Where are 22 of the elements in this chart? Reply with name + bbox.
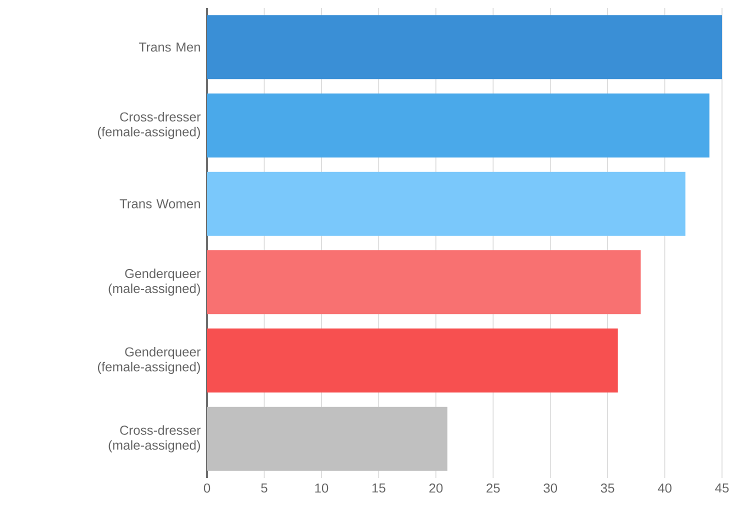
bar — [207, 406, 448, 471]
x-tick-label: 45 — [715, 484, 729, 493]
y-tick-label: Cross-dresser (female-assigned) — [98, 112, 201, 139]
x-tick-label: 0 — [204, 484, 210, 493]
bar — [207, 15, 722, 80]
bar — [207, 250, 641, 314]
bar — [207, 172, 686, 236]
y-tick-label: Genderqueer (female-assigned) — [98, 346, 201, 374]
x-tick-label: 35 — [600, 484, 614, 493]
bar — [207, 328, 618, 392]
y-tick-label: Trans Women — [120, 199, 200, 208]
x-tick-label: 5 — [261, 484, 268, 493]
x-tick-label: 20 — [429, 484, 443, 493]
bar — [207, 93, 710, 158]
x-tick-label: 25 — [486, 484, 500, 493]
y-tick-label: Genderqueer (male-assigned) — [108, 268, 201, 296]
x-tick-label: 10 — [315, 484, 328, 493]
x-tick-label: 40 — [658, 484, 672, 493]
y-tick-label: Cross-dresser (male-assigned) — [108, 425, 201, 452]
x-tick-label: 15 — [372, 484, 386, 493]
y-tick-label: Trans Men — [138, 42, 200, 52]
x-tick-label: 30 — [544, 484, 558, 493]
